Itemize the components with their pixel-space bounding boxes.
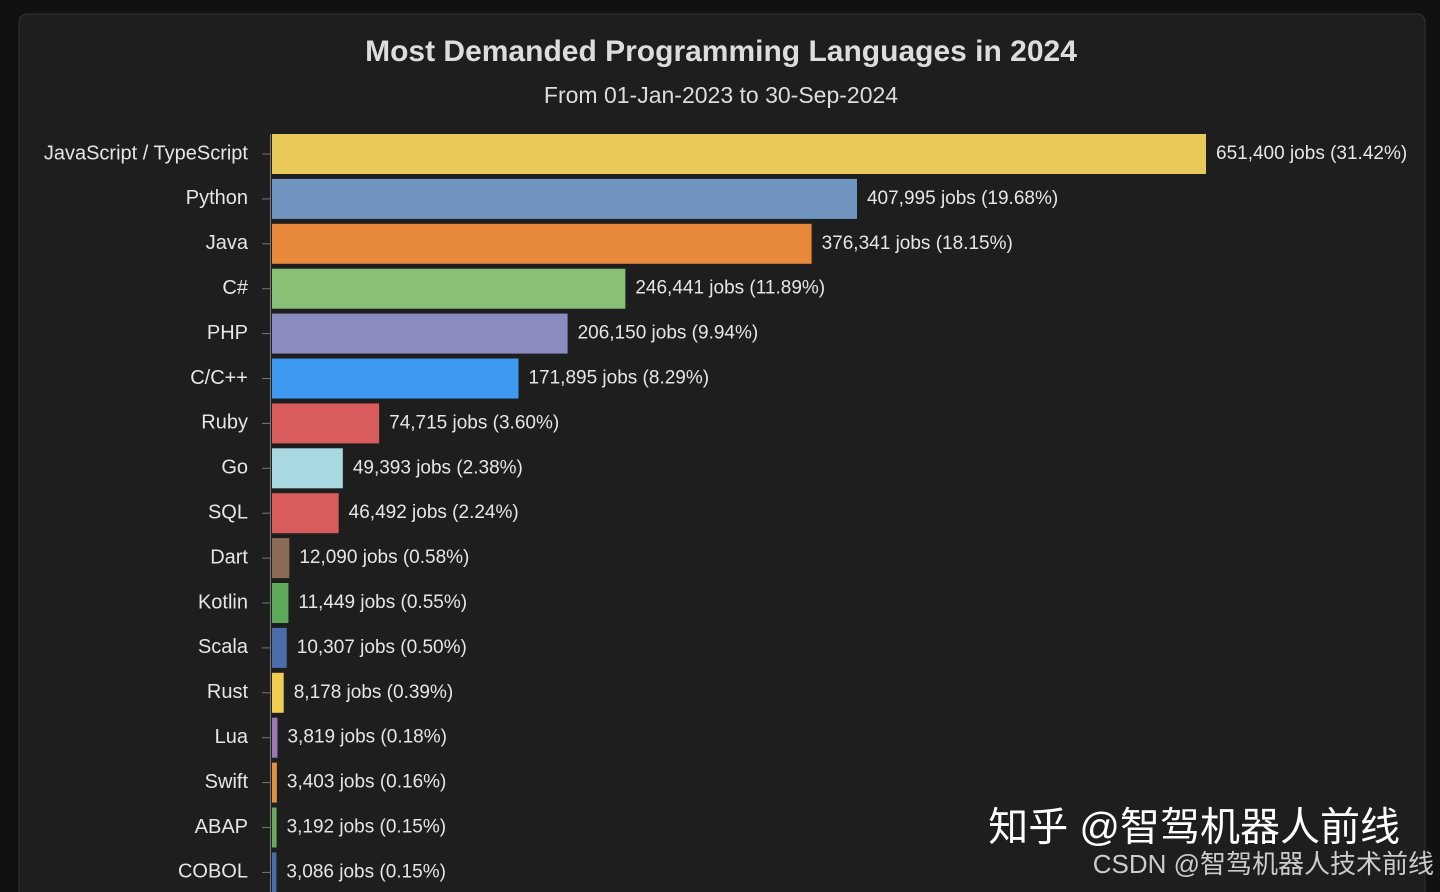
- y-tick-label: Ruby: [201, 412, 248, 434]
- value-label: 407,995 jobs (19.68%): [867, 188, 1058, 209]
- y-tick-label: Dart: [210, 546, 248, 568]
- value-label: 651,400 jobs (31.42%): [1216, 143, 1407, 164]
- value-label: 3,192 jobs (0.15%): [287, 817, 447, 838]
- y-tick-label: ABAP: [195, 816, 248, 838]
- y-tick-label: Swift: [205, 771, 249, 793]
- value-label: 74,715 jobs (3.60%): [389, 412, 559, 433]
- y-tick-label: C/C++: [190, 367, 248, 389]
- bar: [272, 223, 812, 264]
- chart-subtitle: From 01-Jan-2023 to 30-Sep-2024: [544, 82, 898, 108]
- bar: [272, 717, 278, 758]
- bar: [272, 448, 343, 489]
- bar: [272, 762, 277, 803]
- chart-title: Most Demanded Programming Languages in 2…: [365, 35, 1077, 68]
- value-label: 3,819 jobs (0.18%): [287, 727, 447, 748]
- y-tick-label: Java: [206, 232, 249, 254]
- value-label: 376,341 jobs (18.15%): [822, 233, 1013, 254]
- y-tick-label: Scala: [198, 636, 249, 658]
- y-tick-label: C#: [222, 277, 248, 299]
- y-tick-label: Python: [186, 187, 248, 209]
- value-label: 12,090 jobs (0.58%): [299, 547, 469, 568]
- bar: [272, 807, 277, 848]
- bar: [272, 403, 380, 444]
- value-label: 46,492 jobs (2.24%): [349, 502, 519, 523]
- bar: [272, 852, 277, 892]
- y-tick-label: Go: [221, 457, 248, 479]
- bar: [272, 493, 339, 534]
- bar: [272, 627, 287, 668]
- watermark: CSDN @智驾机器人技术前线: [1093, 849, 1434, 879]
- bar: [272, 672, 284, 713]
- bar: [272, 178, 857, 219]
- bar: [272, 268, 626, 309]
- bar: [272, 313, 568, 354]
- value-label: 49,393 jobs (2.38%): [353, 457, 523, 478]
- value-label: 8,178 jobs (0.39%): [294, 682, 454, 703]
- y-tick-label: Lua: [215, 726, 249, 748]
- y-tick-label: PHP: [207, 322, 248, 344]
- value-label: 246,441 jobs (11.89%): [635, 278, 825, 299]
- value-label: 206,150 jobs (9.94%): [578, 323, 759, 344]
- bar: [272, 134, 1206, 174]
- bar: [272, 583, 289, 623]
- value-label: 171,895 jobs (8.29%): [528, 368, 709, 389]
- bar: [272, 538, 290, 579]
- watermark: 知乎 @智驾机器人前线: [988, 806, 1400, 850]
- y-tick-label: Kotlin: [198, 591, 248, 613]
- y-tick-label: Rust: [207, 681, 249, 703]
- y-tick-label: SQL: [208, 501, 248, 523]
- value-label: 3,086 jobs (0.15%): [286, 861, 446, 882]
- bar: [272, 358, 519, 399]
- y-tick-label: COBOL: [178, 861, 248, 883]
- value-label: 3,403 jobs (0.16%): [287, 772, 447, 793]
- y-tick-label: JavaScript / TypeScript: [44, 142, 249, 164]
- value-label: 10,307 jobs (0.50%): [297, 637, 467, 658]
- value-label: 11,449 jobs (0.55%): [298, 592, 467, 613]
